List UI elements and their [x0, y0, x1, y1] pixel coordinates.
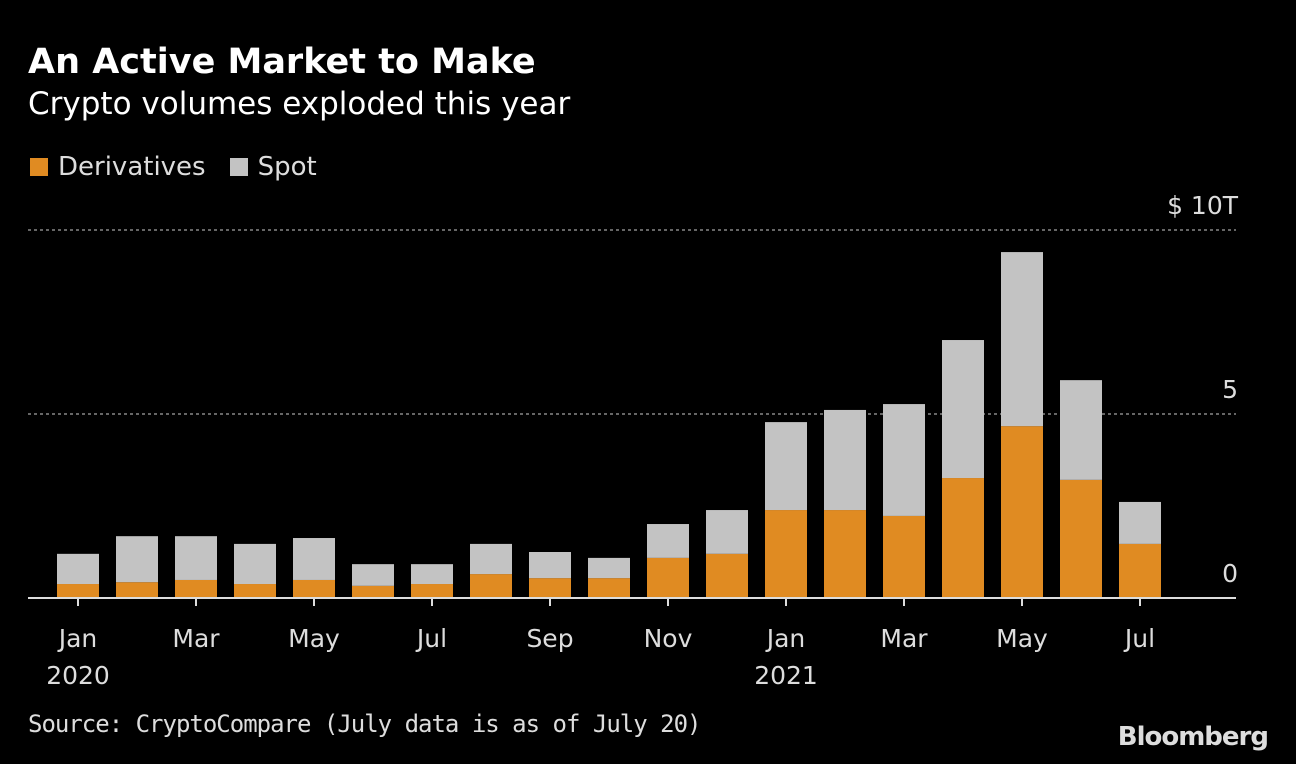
- bar-derivatives: [942, 478, 984, 598]
- y-tick-label: 0: [1222, 559, 1238, 588]
- x-tick-label: May: [288, 624, 340, 653]
- y-tick-label: 5: [1222, 375, 1238, 404]
- bar-spot: [706, 510, 748, 554]
- bar-derivatives: [647, 557, 689, 598]
- x-tick-label: May: [996, 624, 1048, 653]
- bar-derivatives: [116, 582, 158, 598]
- bar-derivatives: [765, 510, 807, 598]
- chart-title: An Active Market to Make: [28, 42, 536, 82]
- x-tick-label: Jul: [1123, 624, 1155, 653]
- x-tick-label: Jan: [57, 624, 98, 653]
- bar-derivatives: [1001, 426, 1043, 598]
- bar-derivatives: [706, 553, 748, 598]
- bar-derivatives: [1119, 543, 1161, 598]
- chart-subtitle: Crypto volumes exploded this year: [28, 86, 571, 122]
- bar-spot: [824, 409, 866, 511]
- bar-derivatives: [824, 510, 866, 598]
- x-tick-year-label: 2020: [46, 661, 110, 690]
- bloomberg-logo: Bloomberg: [1117, 722, 1269, 752]
- bar-derivatives: [470, 574, 512, 598]
- bar-spot: [352, 564, 394, 586]
- bar-spot: [765, 422, 807, 511]
- legend: Derivatives Spot: [30, 152, 341, 182]
- x-tick-label: Sep: [526, 624, 573, 653]
- bar-spot: [883, 404, 925, 516]
- legend-swatch-derivatives: [30, 158, 48, 176]
- bar-derivatives: [234, 584, 276, 598]
- bar-derivatives: [175, 579, 217, 598]
- y-tick-label: $ 10T: [1167, 191, 1239, 220]
- x-tick-label: Jan: [765, 624, 806, 653]
- bar-spot: [1001, 252, 1043, 427]
- bar-spot: [942, 340, 984, 479]
- bar-derivatives: [352, 585, 394, 598]
- legend-item-spot: Spot: [229, 152, 317, 182]
- bar-spot: [411, 564, 453, 585]
- bar-derivatives: [1060, 479, 1102, 598]
- bar-spot: [1060, 380, 1102, 480]
- bar-spot: [647, 524, 689, 558]
- x-tick-year-label: 2021: [754, 661, 818, 690]
- bar-spot: [234, 543, 276, 585]
- x-tick-label: Mar: [172, 624, 220, 653]
- bar-spot: [116, 536, 158, 583]
- legend-label-derivatives: Derivatives: [58, 152, 206, 182]
- bar-spot: [470, 543, 512, 575]
- bar-spot: [1119, 501, 1161, 544]
- source-note: Source: CryptoCompare (July data is as o…: [28, 710, 701, 738]
- bar-spot: [588, 557, 630, 579]
- bar-derivatives: [411, 584, 453, 598]
- bar-derivatives: [883, 515, 925, 598]
- bar-spot: [175, 536, 217, 580]
- x-tick-label: Jul: [415, 624, 447, 653]
- x-tick-label: Mar: [880, 624, 928, 653]
- legend-swatch-spot: [229, 158, 248, 176]
- legend-label-spot: Spot: [257, 152, 317, 182]
- x-tick-label: Nov: [644, 624, 693, 653]
- bar-derivatives: [57, 584, 99, 598]
- bar-derivatives: [588, 578, 630, 598]
- legend-item-derivatives: Derivatives: [30, 152, 206, 182]
- bar-derivatives: [529, 578, 571, 598]
- bar-spot: [529, 552, 571, 579]
- bar-spot: [57, 553, 99, 585]
- bar-spot: [293, 538, 335, 580]
- bar-derivatives: [293, 579, 335, 598]
